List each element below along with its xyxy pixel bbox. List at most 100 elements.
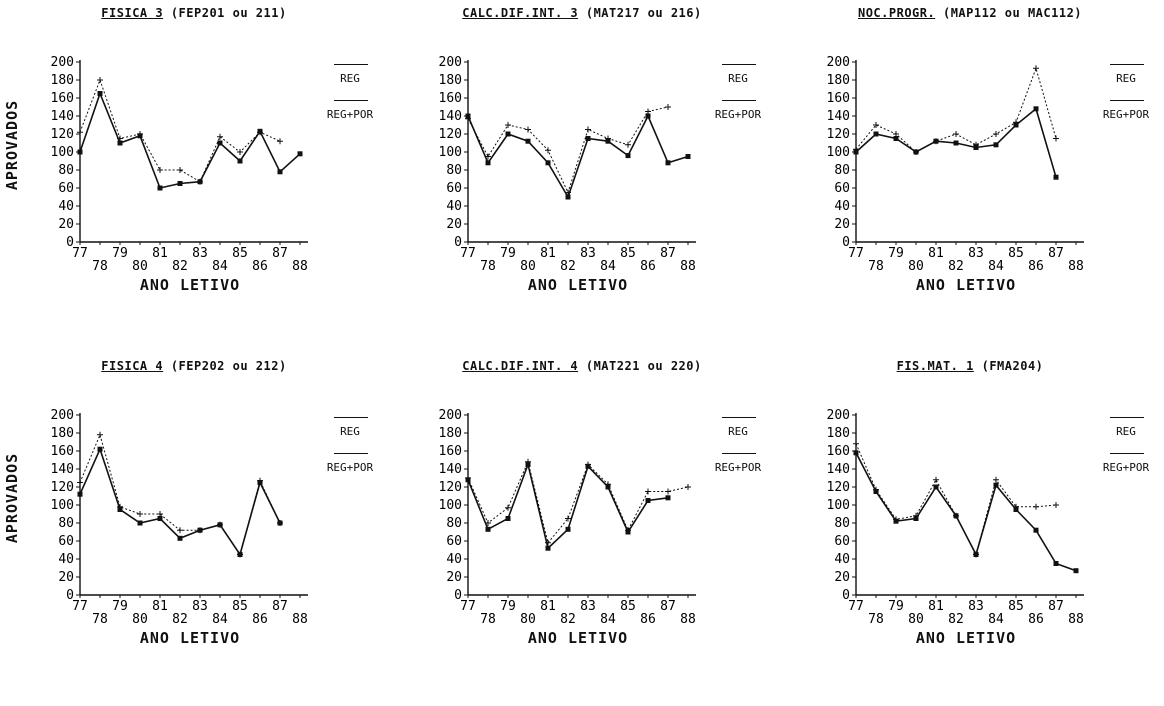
data-point-reg — [525, 138, 531, 144]
data-point-reg-por — [137, 131, 143, 137]
x-tick-label: 80 — [132, 259, 148, 274]
chart-title-main: FISICA 4 — [101, 359, 164, 373]
panel-calc-dif-int-4: 0 20 40 60 80 100 120 140 160 180 200 77 79 81 83 85 87 7… — [388, 353, 776, 706]
data-point-reg-por — [525, 458, 531, 465]
y-tick-label: 180 — [827, 73, 850, 88]
y-tick-label: 80 — [58, 516, 74, 531]
data-point-reg-por — [933, 138, 939, 145]
data-point-reg-por — [565, 515, 571, 522]
x-tick-label: 87 — [660, 599, 676, 614]
data-point-reg — [545, 545, 551, 551]
legend-label-reg: REG — [728, 425, 748, 438]
x-tick-label: 84 — [212, 259, 228, 274]
data-point-reg — [893, 136, 899, 141]
x-tick-label: 80 — [132, 612, 148, 627]
data-point-reg — [297, 151, 303, 157]
chart-title-main: CALC.DIF.INT. 3 — [462, 6, 579, 20]
data-point-reg-por — [237, 551, 243, 558]
data-point-reg — [277, 169, 283, 175]
y-tick-label: 20 — [834, 570, 850, 585]
data-point-reg — [1033, 527, 1039, 533]
legend-label-reg-por: REG+POR — [1102, 461, 1150, 474]
data-point-reg-por — [913, 512, 919, 519]
data-point-reg-por — [217, 133, 223, 140]
data-point-reg — [1033, 106, 1039, 112]
data-point-reg-por — [157, 167, 163, 173]
y-tick-label: 180 — [51, 426, 74, 441]
x-tick-label: 83 — [192, 246, 208, 261]
data-point-reg-por — [485, 153, 491, 160]
y-tick-label: 100 — [439, 145, 462, 160]
y-tick-label: 200 — [51, 408, 74, 423]
y-tick-label: 140 — [827, 462, 850, 477]
plot-area-calc-dif-int-4: 0 20 40 60 80 100 120 140 160 180 200 77 79 81 83 85 87 7… — [439, 408, 696, 627]
x-tick-label: 85 — [620, 246, 636, 261]
data-point-reg — [157, 516, 163, 521]
legend-label-reg: REG — [1116, 425, 1136, 438]
y-tick-label: 200 — [439, 408, 462, 423]
y-tick-label: 100 — [439, 498, 462, 513]
y-tick-label: 0 — [842, 588, 850, 603]
y-tick-label: 140 — [439, 109, 462, 124]
plot-area-fisica-3: 0 20 40 60 80 100 120 140 160 180 200 77 79 81 83 85 87 7… — [51, 55, 308, 274]
legend-line-reg — [334, 417, 368, 418]
data-point-reg — [217, 140, 223, 146]
x-tick-label: 82 — [560, 612, 576, 627]
data-point-reg-por — [565, 189, 571, 196]
x-tick-label: 77 — [72, 246, 88, 261]
x-tick-label: 78 — [480, 612, 496, 627]
y-tick-label: 60 — [58, 181, 74, 196]
chart-title-code: (FEP201 ou 211) — [170, 6, 287, 20]
x-tick-label: 84 — [988, 612, 1004, 627]
data-point-reg-por — [1033, 503, 1039, 510]
y-tick-label: 120 — [51, 480, 74, 495]
chart-title-code: (MAT217 ou 216) — [585, 6, 702, 20]
data-point-reg-por — [177, 167, 183, 173]
data-point-reg-por — [237, 149, 243, 155]
panel-calc-dif-int-3: 0 20 40 60 80 100 120 140 160 180 200 77 79 81 83 85 87 7… — [388, 0, 776, 353]
x-tick-label: 84 — [600, 259, 616, 274]
data-point-reg — [853, 450, 859, 456]
series-line-reg-por — [467, 460, 689, 544]
y-tick-label: 40 — [58, 552, 74, 567]
chart-title: NOC.PROGR. (MAP112 ou MAC112) — [776, 6, 1164, 20]
y-tick-label: 120 — [439, 480, 462, 495]
x-tick-label: 77 — [848, 599, 864, 614]
data-point-reg-por — [137, 511, 143, 517]
chart-title: CALC.DIF.INT. 4 (MAT221 ou 220) — [388, 359, 776, 373]
x-tick-label: 86 — [640, 612, 656, 627]
data-point-reg — [565, 194, 571, 200]
data-point-reg — [177, 181, 183, 186]
data-point-reg-por — [933, 476, 939, 483]
panel-fisica-4: 0 20 40 60 80 100 120 140 160 180 200 77 79 81 83 85 87 7… — [0, 353, 388, 706]
x-axis-label: ANO LETIVO — [527, 276, 629, 294]
x-tick-label: 87 — [272, 246, 288, 261]
y-tick-label: 0 — [842, 235, 850, 250]
y-tick-label: 200 — [51, 55, 74, 70]
data-point-reg-por — [993, 476, 999, 483]
data-point-reg-por — [465, 475, 471, 481]
plot-area-fisica-4: 0 20 40 60 80 100 120 140 160 180 200 77 79 81 83 85 87 7… — [51, 408, 308, 627]
x-tick-label: 86 — [1028, 612, 1044, 627]
series-line-reg — [79, 91, 301, 189]
data-point-reg — [97, 446, 103, 452]
y-tick-label: 80 — [834, 163, 850, 178]
x-axis-label: ANO LETIVO — [527, 629, 629, 647]
x-tick-label: 83 — [968, 246, 984, 261]
x-tick-label: 80 — [520, 612, 536, 627]
data-point-reg-por — [973, 141, 979, 148]
chart-title-code: (FEP202 ou 212) — [170, 359, 287, 373]
y-tick-label: 200 — [827, 55, 850, 70]
data-point-reg-por — [277, 138, 283, 145]
x-tick-label: 84 — [988, 259, 1004, 274]
data-point-reg-por — [257, 129, 263, 136]
plot-area-noc-progr: 0 20 40 60 80 100 120 140 160 180 200 77 79 81 83 85 87 7… — [827, 55, 1084, 274]
y-tick-label: 80 — [446, 516, 462, 531]
legend-line-reg — [1110, 64, 1144, 65]
data-point-reg-por — [605, 481, 611, 488]
data-point-reg-por — [97, 431, 103, 438]
x-tick-label: 77 — [460, 246, 476, 261]
x-tick-label: 78 — [92, 612, 108, 627]
chart-title-main: FISICA 3 — [101, 6, 164, 20]
x-tick-label: 80 — [908, 259, 924, 274]
